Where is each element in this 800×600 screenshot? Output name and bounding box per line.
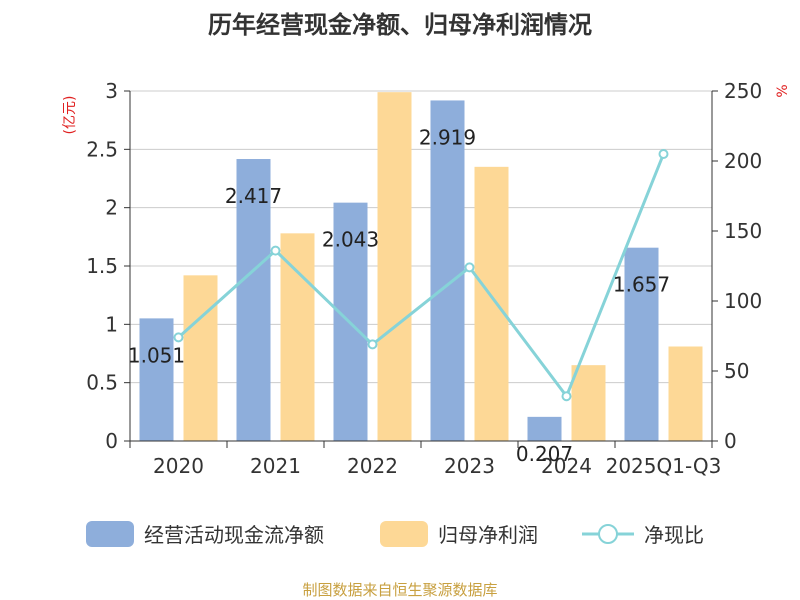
point-ratio	[173, 332, 184, 343]
legend: 经营活动现金流净额 归母净利润 净现比	[86, 521, 704, 547]
left-tick-label: 1.5	[86, 254, 118, 278]
right-tick-label: 200	[724, 149, 762, 173]
left-axis-unit: (亿元)	[62, 96, 78, 135]
chart-title: 历年经营现金净额、归母净利润情况	[208, 11, 592, 39]
right-tick-label: 250	[724, 79, 762, 103]
left-tick-label: 1	[105, 312, 118, 336]
right-tick-label: 150	[724, 219, 762, 243]
x-tick-label: 2022	[347, 454, 398, 478]
point-ratio	[658, 149, 669, 159]
legend-swatch-ratio-marker	[598, 524, 618, 544]
left-tick-label: 0.5	[86, 371, 118, 395]
legend-label-cash-flow: 经营活动现金流净额	[144, 523, 324, 547]
data-label-cash-flow: 2.043	[322, 228, 379, 252]
data-label-cash-flow: 2.417	[225, 184, 282, 208]
x-tick-label: 2025Q1-Q3	[606, 454, 722, 478]
bar-net-profit	[377, 92, 412, 442]
bar-cash-flow	[236, 159, 271, 441]
bar-net-profit	[571, 365, 606, 441]
legend-swatch-net-profit	[380, 521, 428, 547]
data-label-cash-flow: 2.919	[419, 125, 476, 149]
left-tick-label: 2	[105, 196, 118, 220]
point-ratio	[367, 339, 378, 350]
bar-cash-flow	[139, 318, 174, 441]
bar-net-profit	[474, 166, 509, 442]
point-ratio	[561, 391, 572, 402]
point-ratio	[464, 262, 475, 273]
point-ratio	[270, 245, 281, 256]
legend-label-net-profit: 归母净利润	[438, 523, 538, 547]
x-tick-label: 2024	[541, 454, 592, 478]
data-label-cash-flow: 1.051	[128, 343, 185, 367]
x-tick-label: 2020	[153, 454, 204, 478]
right-tick-label: 0	[724, 429, 737, 453]
grid-lines	[130, 90, 712, 384]
axes: 0 0.5 1 1.5 2 2.5 3 0 50 100 150 200 250 2020 2021 2022…	[86, 79, 762, 478]
left-tick-label: 0	[105, 429, 118, 453]
data-label-cash-flow: 0.207	[516, 442, 573, 466]
left-tick-label: 2.5	[86, 137, 118, 161]
bar-net-profit	[668, 346, 703, 441]
right-tick-label: 50	[724, 359, 749, 383]
footer-source: 制图数据来自恒生聚源数据库	[302, 581, 497, 599]
right-axis-unit: %	[775, 84, 791, 97]
bar-marks	[139, 92, 703, 442]
x-tick-label: 2023	[444, 454, 495, 478]
x-tick-label: 2021	[250, 454, 301, 478]
legend-label-ratio: 净现比	[644, 523, 704, 547]
bar-cash-flow	[527, 416, 562, 441]
right-tick-label: 100	[724, 289, 762, 313]
data-label-cash-flow: 1.657	[613, 273, 670, 297]
bar-cash-flow	[624, 247, 659, 441]
legend-swatch-cash-flow	[86, 521, 134, 547]
left-tick-label: 3	[105, 79, 118, 103]
bar-cash-flow	[430, 100, 465, 441]
bar-net-profit	[280, 233, 315, 441]
bar-net-profit	[183, 275, 218, 441]
data-labels: 1.051 2.417 2.043 2.919 0.207 1.657	[128, 125, 670, 465]
line-ratio	[177, 153, 665, 400]
ratio-line	[173, 149, 669, 402]
